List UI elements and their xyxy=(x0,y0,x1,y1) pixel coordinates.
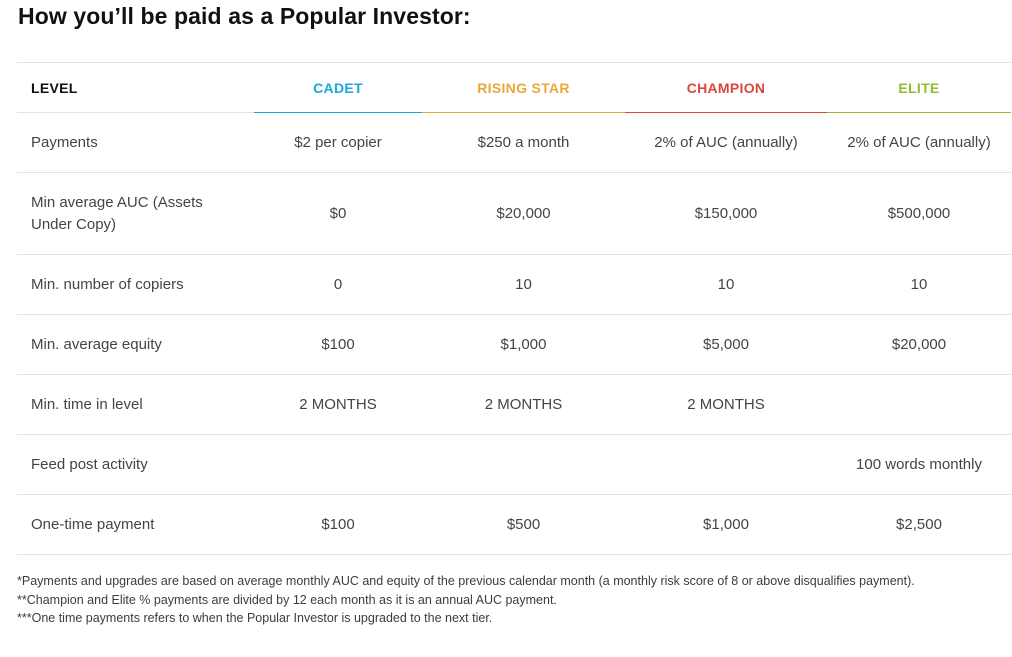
row-label: Min. number of copiers xyxy=(31,275,184,293)
cell-cadet: $2 per copier xyxy=(294,133,382,151)
cell-cadet: $100 xyxy=(321,335,355,353)
table-row: Feed post activity 100 words monthly xyxy=(17,435,1011,495)
row-label: Feed post activity xyxy=(31,455,148,473)
cell-elite: 2% of AUC (annually) xyxy=(847,133,991,151)
table-row: Min. average equity $100 $1,000 $5,000 $… xyxy=(17,315,1011,375)
row-label: Min average AUC (Assets Under Copy) xyxy=(31,193,203,233)
footnote: ***One time payments refers to when the … xyxy=(17,611,493,625)
cell-champion: $1,000 xyxy=(703,515,749,533)
cell-rising-star: $1,000 xyxy=(500,335,547,353)
cell-elite: $2,500 xyxy=(896,515,942,533)
cell-rising-star: $250 a month xyxy=(477,133,570,151)
row-label: Min. time in level xyxy=(31,395,143,413)
header-elite: ELITE xyxy=(827,63,1011,113)
cell-champion: 2 MONTHS xyxy=(687,395,765,413)
header-champion: CHAMPION xyxy=(625,63,827,113)
cell-elite: $500,000 xyxy=(887,204,951,222)
header-level: LEVEL xyxy=(17,63,254,113)
page-title: How you’ll be paid as a Popular Investor… xyxy=(18,3,471,29)
cell-champion: $150,000 xyxy=(694,204,758,222)
footnotes: *Payments and upgrades are based on aver… xyxy=(17,572,992,628)
cell-rising-star: $500 xyxy=(506,515,541,533)
table-row: Min. number of copiers 0 10 10 10 xyxy=(17,255,1011,315)
header-rising-star: RISING STAR xyxy=(422,63,625,113)
cell-champion: $5,000 xyxy=(703,335,749,353)
cell-champion: 2% of AUC (annually) xyxy=(654,133,798,151)
table-row: One-time payment $100 $500 $1,000 $2,500 xyxy=(17,495,1011,555)
row-label: Min. average equity xyxy=(31,335,162,353)
row-label: Payments xyxy=(31,133,98,151)
table-row: Min. time in level 2 MONTHS 2 MONTHS 2 M… xyxy=(17,375,1011,435)
cell-cadet: $0 xyxy=(329,204,347,222)
footnote: *Payments and upgrades are based on aver… xyxy=(17,574,915,588)
cell-cadet: $100 xyxy=(321,515,355,533)
cell-cadet: 0 xyxy=(333,275,343,293)
table-row: Min average AUC (Assets Under Copy) $0 $… xyxy=(17,173,1011,255)
cell-cadet: 2 MONTHS xyxy=(299,395,377,413)
cell-elite: 100 words monthly xyxy=(856,455,982,473)
cell-rising-star: 10 xyxy=(515,275,532,293)
header-cadet: CADET xyxy=(254,63,422,113)
cell-elite: $20,000 xyxy=(891,335,947,353)
footnote: **Champion and Elite % payments are divi… xyxy=(17,592,557,607)
payment-levels-table: LEVEL CADET RISING STAR CHAMPION ELITE P… xyxy=(17,62,1011,555)
cell-rising-star: 2 MONTHS xyxy=(484,395,563,413)
row-label: One-time payment xyxy=(31,515,155,533)
cell-rising-star: $20,000 xyxy=(496,204,551,222)
cell-champion: 10 xyxy=(717,275,735,293)
table-header-row: LEVEL CADET RISING STAR CHAMPION ELITE xyxy=(17,63,1011,113)
cell-elite: 10 xyxy=(910,275,928,293)
table-row: Payments $2 per copier $250 a month 2% o… xyxy=(17,113,1011,173)
